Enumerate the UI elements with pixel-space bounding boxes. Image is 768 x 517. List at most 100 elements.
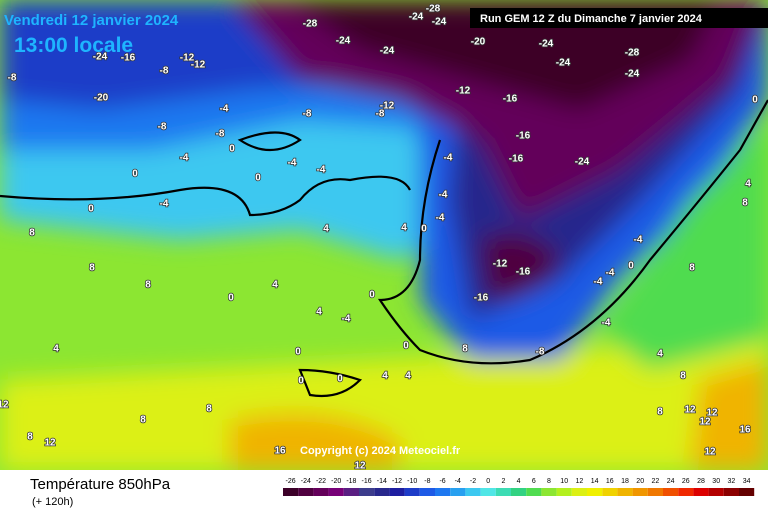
contour-label: 0 — [228, 293, 234, 304]
contour-label: -12 — [493, 259, 508, 270]
mild-area — [600, 120, 768, 370]
contour-label: -24 — [409, 12, 424, 23]
contour-label: 8 — [140, 415, 146, 426]
contour-label: 4 — [53, 344, 59, 355]
contour-label: -4 — [439, 190, 448, 201]
contour-label: 4 — [657, 349, 663, 360]
contour-label: -4 — [436, 213, 445, 224]
contour-label: -8 — [8, 73, 17, 84]
legend-label: 18 — [621, 478, 629, 485]
contour-label: 12 — [684, 405, 696, 416]
time: 13:00 locale — [14, 34, 133, 57]
legend-label: 4 — [517, 478, 521, 485]
legend-label: 22 — [652, 478, 660, 485]
contour-label: 4 — [323, 224, 329, 235]
contour-label: 0 — [132, 169, 138, 180]
contour-label: -12 — [191, 60, 206, 71]
contour-line — [0, 175, 411, 217]
contour-label: -24 — [380, 46, 395, 57]
contour-label: -8 — [303, 109, 312, 120]
contour-label: 0 — [628, 261, 634, 272]
contour-label: -20 — [94, 93, 109, 104]
footer-subtitle: (+ 120h) — [32, 496, 73, 508]
contour-label: 8 — [29, 228, 35, 239]
legend-swatch — [708, 488, 724, 496]
legend-swatch — [389, 488, 405, 496]
contour-label: -24 — [336, 36, 351, 47]
legend-swatch — [419, 488, 435, 496]
color-legend: -26 -24 -22 -20 -18 -16 -14 -12 -10 -8 -6 -4 -2 0 2 4 6 8… — [283, 478, 755, 496]
contour-label: -4 — [634, 235, 643, 246]
legend-swatch — [526, 488, 542, 496]
contour-label: -4 — [606, 268, 615, 279]
date: Vendredi 12 janvier 2024 — [4, 12, 179, 29]
contour-label: -4 — [342, 314, 351, 325]
legend-swatch — [678, 488, 694, 496]
legend-label: 24 — [667, 478, 675, 485]
legend-swatch — [647, 488, 663, 496]
warm-area — [0, 340, 768, 470]
legend-swatch — [495, 488, 511, 496]
legend-swatch — [359, 488, 375, 496]
contour-label: -24 — [625, 69, 640, 80]
legend-label: 28 — [697, 478, 705, 485]
legend-label: 26 — [682, 478, 690, 485]
contour-label: 4 — [272, 280, 278, 291]
legend-swatch — [663, 488, 679, 496]
legend-swatch — [617, 488, 633, 496]
contour-label: -24 — [93, 52, 108, 63]
contour-label: 12 — [0, 400, 9, 411]
legend-swatch — [571, 488, 587, 496]
contour-label: -16 — [121, 53, 136, 64]
contour-label: 4 — [382, 371, 388, 382]
legend-label: -2 — [470, 478, 476, 485]
contour-label: -24 — [556, 58, 571, 69]
legend-swatch — [374, 488, 390, 496]
contour-label: 4 — [405, 371, 411, 382]
legend-label: -24 — [301, 478, 311, 485]
contour-label: 12 — [354, 461, 366, 472]
contour-label: 0 — [88, 204, 94, 215]
contour-label: -16 — [503, 94, 518, 105]
contour-label: 8 — [742, 198, 748, 209]
legend-label: 0 — [486, 478, 490, 485]
legend-swatch — [723, 488, 739, 496]
contour-label: -12 — [456, 86, 471, 97]
contour-label: 0 — [295, 347, 301, 358]
legend-label: -8 — [424, 478, 430, 485]
contour-label: 12 — [706, 408, 718, 419]
legend-swatch — [541, 488, 557, 496]
contour-label: -16 — [516, 267, 531, 278]
contour-label: 4 — [745, 179, 751, 190]
contour-label: -4 — [602, 318, 611, 329]
legend-label: -14 — [377, 478, 387, 485]
contours — [0, 99, 768, 398]
legend-label: -4 — [455, 478, 461, 485]
cold-area — [480, 233, 560, 300]
contour-label: -28 — [625, 48, 640, 59]
contour-label: -8 — [160, 66, 169, 77]
contour-label: -4 — [288, 158, 297, 169]
contour-label: 8 — [462, 344, 468, 355]
run-info: Run GEM 12 Z du Dimanche 7 janvier 2024 — [480, 13, 703, 25]
legend-label: -6 — [439, 478, 445, 485]
legend-label: 6 — [532, 478, 536, 485]
legend-swatch — [693, 488, 709, 496]
legend-swatch — [511, 488, 527, 496]
contour-label: 12 — [704, 447, 716, 458]
contour-label: -4 — [317, 165, 326, 176]
contour-label: -4 — [220, 104, 229, 115]
legend-label: 14 — [591, 478, 599, 485]
contour-label: -8 — [376, 109, 385, 120]
legend-label: -18 — [346, 478, 356, 485]
legend-label: -26 — [286, 478, 296, 485]
contour-label: 8 — [27, 432, 33, 443]
legend-label: 10 — [560, 478, 568, 485]
contour-label: 4 — [401, 223, 407, 234]
contour-label: -24 — [432, 17, 447, 28]
contour-line — [237, 131, 302, 151]
contour-label: -4 — [180, 153, 189, 164]
contour-labels: -28-24-28-24-24-24-20 -24-24-28-24-24 -16-… — [0, 3, 759, 473]
contour-label: 12 — [44, 438, 56, 449]
